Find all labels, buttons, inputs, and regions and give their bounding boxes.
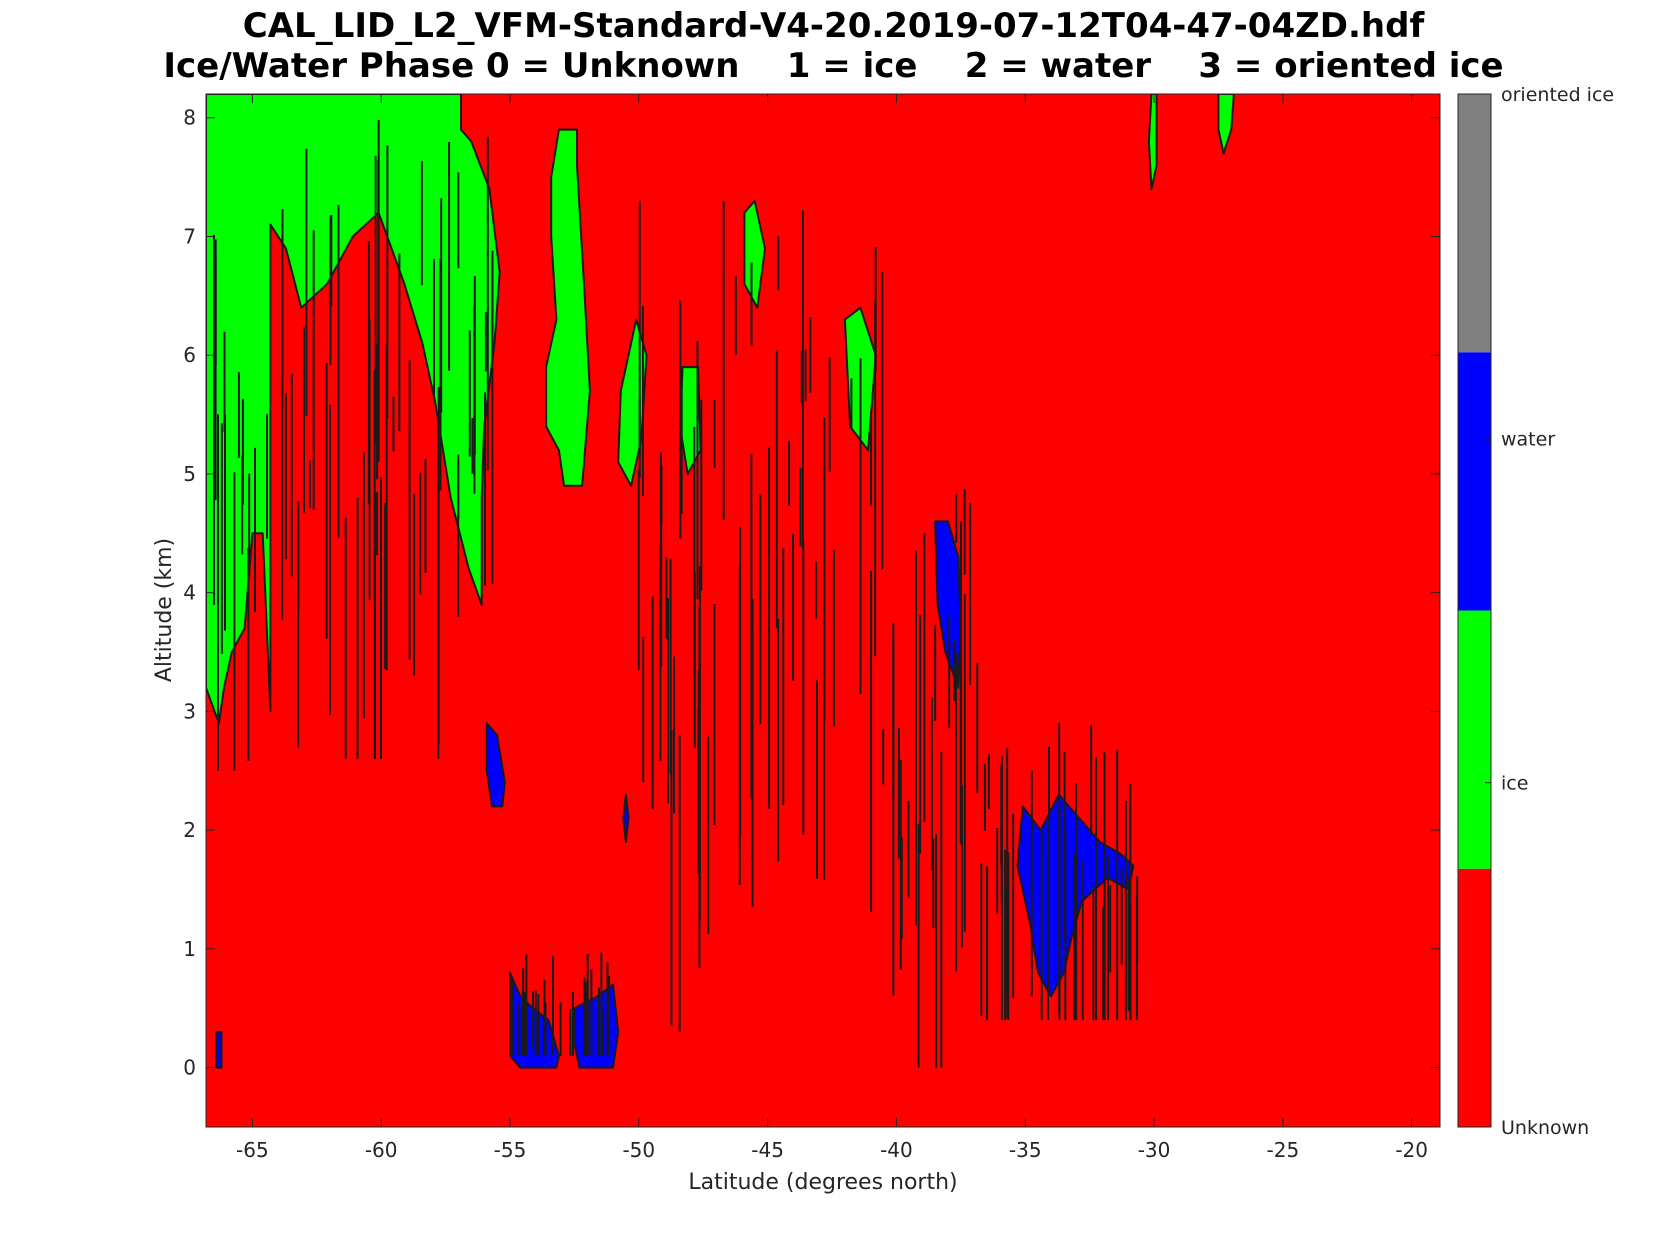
x-tick-label--35: -35	[1009, 1138, 1042, 1162]
x-tick-label--55: -55	[494, 1138, 527, 1162]
y-tick-label-0: 0	[183, 1056, 196, 1080]
colorbar-swatch-water	[1458, 352, 1491, 611]
region-ice-3	[743, 199, 766, 309]
x-tick-label--25: -25	[1267, 1138, 1300, 1162]
colorbar-label-water: water	[1501, 428, 1555, 450]
region-ice-7	[1217, 94, 1235, 155]
y-tick-label-2: 2	[183, 818, 196, 842]
x-tick-label--20: -20	[1395, 1138, 1428, 1162]
y-tick-label-5: 5	[183, 462, 196, 486]
y-tick-label-8: 8	[183, 106, 196, 130]
colorbar-frame	[1457, 93, 1492, 1128]
cloud-contour-lines	[213, 119, 1139, 1068]
x-axis-label: Latitude (degrees north)	[688, 1170, 957, 1195]
plot-frame	[205, 93, 1441, 1128]
colorbar-label-oriented-ice: oriented ice	[1501, 84, 1614, 106]
x-tick-label--45: -45	[751, 1138, 784, 1162]
colorbar-swatch-oriented-ice	[1458, 94, 1491, 353]
x-tick-label--50: -50	[622, 1138, 655, 1162]
region-ice-0	[206, 94, 501, 725]
chart-title: CAL_LID_L2_VFM-Standard-V4-20.2019-07-12…	[242, 6, 1425, 46]
colorbar-label-ice: ice	[1501, 773, 1528, 795]
region-ice-6	[1147, 94, 1158, 190]
y-tick-label-4: 4	[183, 581, 196, 605]
colorbar-label-Unknown: Unknown	[1501, 1117, 1589, 1139]
y-tick-label-1: 1	[183, 937, 196, 961]
x-tick-label--60: -60	[365, 1138, 398, 1162]
colorbar-swatch-ice	[1458, 610, 1491, 869]
y-tick-label-3: 3	[183, 699, 196, 723]
y-axis: 0 1 2 3 4 5 6 7 8	[183, 106, 1440, 1080]
x-tick-label--40: -40	[880, 1138, 913, 1162]
region-ice-1	[545, 128, 591, 487]
chart-subtitle: Ice/Water Phase 0 = Unknown 1 = ice 2 = …	[163, 46, 1504, 86]
y-tick-label-6: 6	[183, 343, 196, 367]
x-tick-label--65: -65	[236, 1138, 269, 1162]
region-water-13	[215, 1031, 223, 1069]
colorbar: Unknown ice water oriented ice	[1457, 84, 1614, 1139]
y-tick-label-7: 7	[183, 224, 196, 248]
x-tick-label--30: -30	[1138, 1138, 1171, 1162]
region-water-8	[485, 722, 506, 808]
region-water-14	[622, 793, 630, 843]
colorbar-swatch-Unknown	[1458, 868, 1491, 1127]
x-axis: -65 -60 -55 -50 -45 -40 -35 -30 -25 -20	[236, 94, 1428, 1162]
y-axis-label: Altitude (km)	[152, 538, 177, 682]
